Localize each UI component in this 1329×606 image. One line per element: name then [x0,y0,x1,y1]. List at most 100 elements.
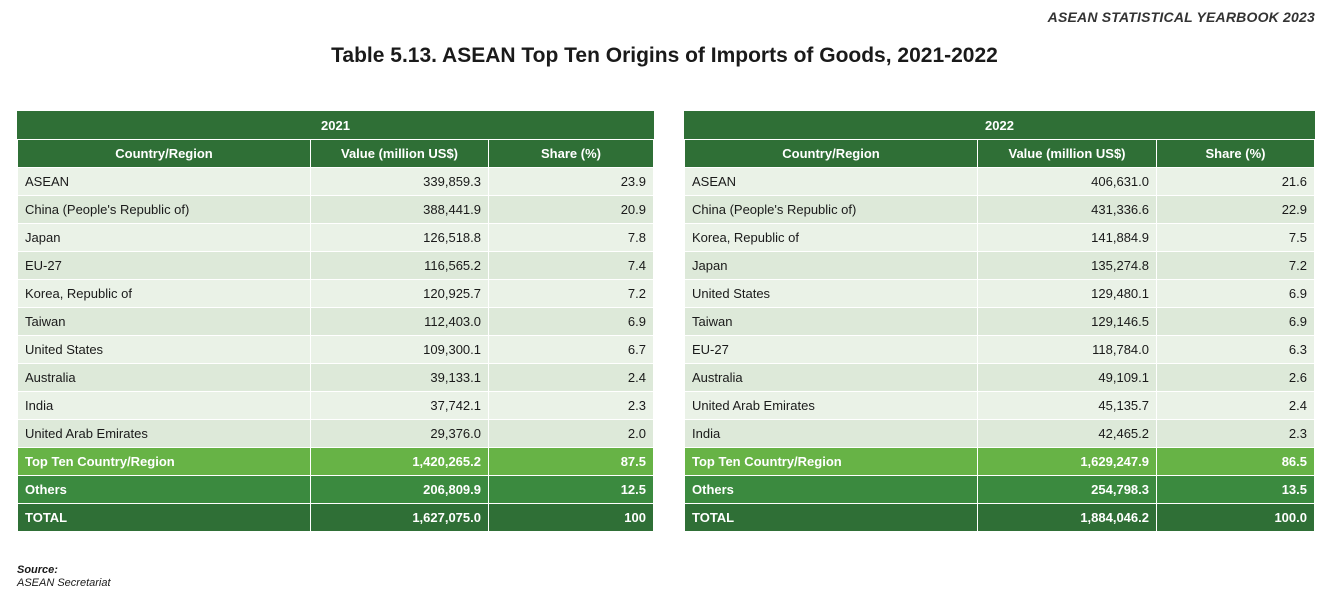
value-cell: 135,274.8 [977,251,1157,280]
share-cell: 6.3 [1156,335,1315,364]
table-row: Korea, Republic of 120,925.7 7.2 [17,279,654,308]
others-share: 13.5 [1156,475,1315,504]
country-cell: India [684,419,978,448]
top-ten-share: 86.5 [1156,447,1315,476]
share-cell: 2.0 [488,419,654,448]
top-ten-value: 1,420,265.2 [310,447,489,476]
table-row: China (People's Republic of) 388,441.9 20.… [17,195,654,224]
share-cell: 2.3 [488,391,654,420]
table-row: Japan 135,274.8 7.2 [684,251,1315,280]
total-value: 1,627,075.0 [310,503,489,532]
share-cell: 21.6 [1156,167,1315,196]
country-cell: Australia [17,363,311,392]
value-cell: 388,441.9 [310,195,489,224]
value-cell: 49,109.1 [977,363,1157,392]
total-label: TOTAL [17,503,311,532]
column-header-share: Share (%) [488,139,654,168]
share-cell: 6.7 [488,335,654,364]
table-year: 2022 [684,111,1315,140]
total-label: TOTAL [684,503,978,532]
imports-table-2021: 2021 Country/Region Value (million US$) … [17,111,654,532]
top-ten-value: 1,629,247.9 [977,447,1157,476]
table-row: Taiwan 129,146.5 6.9 [684,307,1315,336]
value-cell: 141,884.9 [977,223,1157,252]
table-header-row: Country/Region Value (million US$) Share… [684,139,1315,168]
table-row: Australia 49,109.1 2.6 [684,363,1315,392]
column-header-share: Share (%) [1156,139,1315,168]
total-share: 100.0 [1156,503,1315,532]
share-cell: 20.9 [488,195,654,224]
share-cell: 2.4 [1156,391,1315,420]
share-cell: 23.9 [488,167,654,196]
country-cell: Australia [684,363,978,392]
share-cell: 6.9 [1156,279,1315,308]
country-cell: United States [684,279,978,308]
others-value: 206,809.9 [310,475,489,504]
source-label: Source: [17,564,58,576]
country-cell: United Arab Emirates [17,419,311,448]
share-cell: 7.8 [488,223,654,252]
share-cell: 6.9 [1156,307,1315,336]
others-value: 254,798.3 [977,475,1157,504]
others-share: 12.5 [488,475,654,504]
table-year-row: 2022 [684,111,1315,140]
top-ten-row: Top Ten Country/Region 1,629,247.9 86.5 [684,447,1315,476]
share-cell: 2.4 [488,363,654,392]
top-ten-label: Top Ten Country/Region [684,447,978,476]
country-cell: China (People's Republic of) [17,195,311,224]
country-cell: EU-27 [17,251,311,280]
table-row: India 37,742.1 2.3 [17,391,654,420]
total-row: TOTAL 1,884,046.2 100.0 [684,503,1315,532]
table-year: 2021 [17,111,654,140]
share-cell: 7.2 [1156,251,1315,280]
value-cell: 129,480.1 [977,279,1157,308]
yearbook-header: ASEAN STATISTICAL YEARBOOK 2023 [1047,9,1315,25]
country-cell: United Arab Emirates [684,391,978,420]
value-cell: 406,631.0 [977,167,1157,196]
others-row: Others 206,809.9 12.5 [17,475,654,504]
country-cell: China (People's Republic of) [684,195,978,224]
table-header-row: Country/Region Value (million US$) Share… [17,139,654,168]
country-cell: EU-27 [684,335,978,364]
table-row: ASEAN 406,631.0 21.6 [684,167,1315,196]
table-row: EU-27 118,784.0 6.3 [684,335,1315,364]
table-year-row: 2021 [17,111,654,140]
country-cell: Korea, Republic of [17,279,311,308]
table-row: Australia 39,133.1 2.4 [17,363,654,392]
value-cell: 112,403.0 [310,307,489,336]
value-cell: 42,465.2 [977,419,1157,448]
imports-table-2022: 2022 Country/Region Value (million US$) … [684,111,1315,532]
table-row: United Arab Emirates 29,376.0 2.0 [17,419,654,448]
value-cell: 431,336.6 [977,195,1157,224]
share-cell: 7.4 [488,251,654,280]
table-row: Korea, Republic of 141,884.9 7.5 [684,223,1315,252]
total-row: TOTAL 1,627,075.0 100 [17,503,654,532]
total-share: 100 [488,503,654,532]
value-cell: 126,518.8 [310,223,489,252]
country-cell: United States [17,335,311,364]
source-text: ASEAN Secretariat [17,577,111,589]
table-row: ASEAN 339,859.3 23.9 [17,167,654,196]
page-title: Table 5.13. ASEAN Top Ten Origins of Imp… [331,44,998,67]
value-cell: 339,859.3 [310,167,489,196]
source-note: Source: ASEAN Secretariat [17,564,111,590]
column-header-value: Value (million US$) [977,139,1157,168]
country-cell: Korea, Republic of [684,223,978,252]
others-label: Others [684,475,978,504]
column-header-country: Country/Region [17,139,311,168]
share-cell: 2.3 [1156,419,1315,448]
value-cell: 129,146.5 [977,307,1157,336]
share-cell: 7.2 [488,279,654,308]
column-header-value: Value (million US$) [310,139,489,168]
value-cell: 29,376.0 [310,419,489,448]
country-cell: Japan [684,251,978,280]
country-cell: Taiwan [684,307,978,336]
value-cell: 45,135.7 [977,391,1157,420]
value-cell: 39,133.1 [310,363,489,392]
others-label: Others [17,475,311,504]
value-cell: 37,742.1 [310,391,489,420]
top-ten-share: 87.5 [488,447,654,476]
table-row: Japan 126,518.8 7.8 [17,223,654,252]
table-row: China (People's Republic of) 431,336.6 22.… [684,195,1315,224]
table-row: Taiwan 112,403.0 6.9 [17,307,654,336]
